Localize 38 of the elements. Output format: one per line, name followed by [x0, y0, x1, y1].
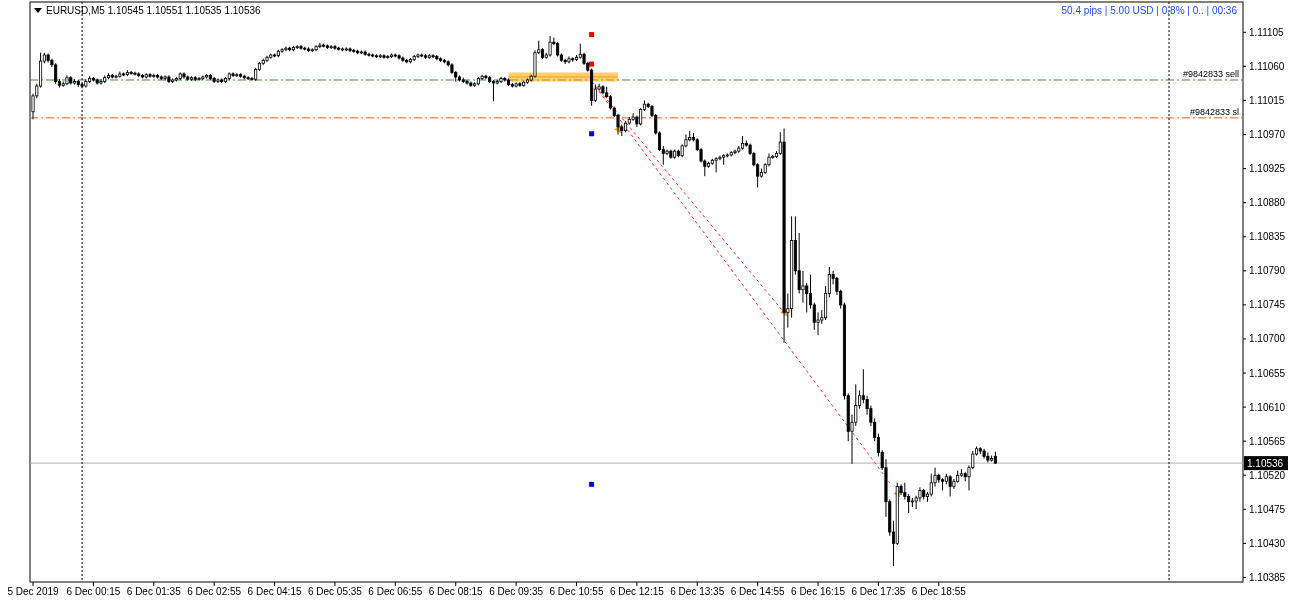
x-tick-label: 6 Dec 01:35 — [126, 586, 182, 597]
chart-title: EURUSD,M5 1.10545 1.10551 1.10535 1.10536 — [46, 5, 262, 16]
y-tick-label: 1.10835 — [1249, 231, 1286, 243]
y-tick-label: 1.11105 — [1249, 26, 1285, 38]
y-tick-label: 1.10655 — [1249, 367, 1286, 379]
x-tick-label: 6 Dec 09:35 — [489, 586, 544, 597]
x-tick-label: 6 Dec 05:35 — [307, 586, 363, 597]
x-tick-label: 6 Dec 13:35 — [670, 586, 725, 597]
y-tick-label: 1.10520 — [1249, 469, 1286, 481]
x-tick-label: 6 Dec 17:35 — [851, 586, 906, 597]
x-tick-label: 6 Dec 10:55 — [549, 586, 604, 597]
x-tick-label: 6 Dec 06:55 — [368, 586, 423, 597]
x-tick-label: 6 Dec 04:15 — [247, 586, 302, 597]
y-tick-label: 1.10700 — [1249, 333, 1286, 345]
y-tick-label: 1.11060 — [1249, 60, 1285, 72]
y-tick-label: 1.11015 — [1249, 94, 1285, 106]
y-tick-label: 1.10790 — [1249, 265, 1286, 277]
y-tick-label: 1.10880 — [1249, 197, 1286, 209]
y-tick-label: 1.10475 — [1249, 503, 1286, 515]
x-tick-label: 6 Dec 18:55 — [911, 586, 967, 597]
y-tick-label: 1.10565 — [1249, 435, 1286, 447]
ref-line-label: 1.10536 — [1247, 457, 1284, 469]
annotation: 50.4 pips | 5.00 USD | 0.8% | 0.. | 00:36 — [1061, 5, 1238, 16]
ref-line-label: #9842833 sl — [1189, 106, 1239, 117]
y-tick-label: 1.10610 — [1249, 401, 1286, 413]
y-tick-label: 1.10970 — [1249, 129, 1286, 141]
x-tick-label: 6 Dec 00:15 — [66, 586, 121, 597]
x-tick-label: 5 Dec 2019 — [7, 586, 60, 597]
x-tick-label: 6 Dec 08:15 — [428, 586, 484, 597]
y-tick-label: 1.10925 — [1249, 163, 1286, 175]
x-tick-label: 6 Dec 14:55 — [730, 586, 786, 597]
y-tick-label: 1.10430 — [1249, 537, 1286, 549]
x-tick-label: 6 Dec 16:15 — [791, 586, 846, 597]
y-tick-label: 1.10745 — [1249, 299, 1286, 311]
y-tick-label: 1.10385 — [1249, 571, 1286, 583]
x-tick-label: 6 Dec 12:15 — [609, 586, 665, 597]
x-tick-label: 6 Dec 02:55 — [187, 586, 242, 597]
ref-line-label: #9842833 sell — [1182, 68, 1239, 79]
